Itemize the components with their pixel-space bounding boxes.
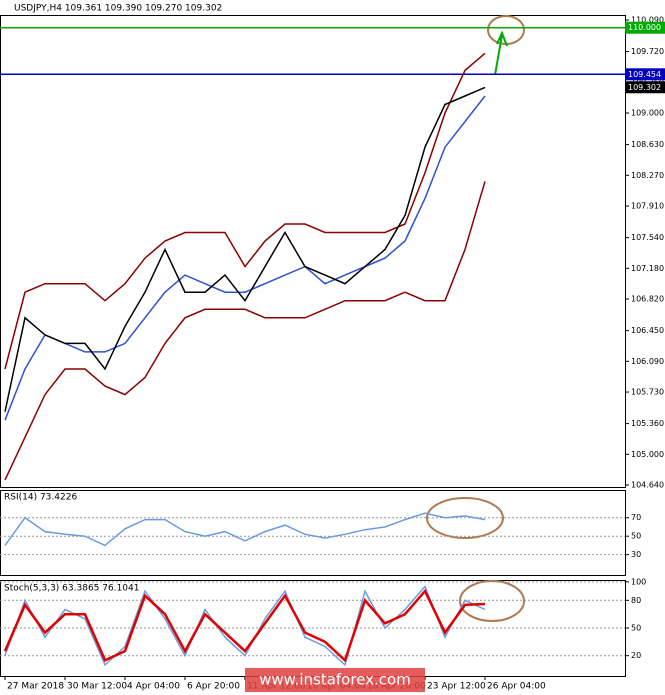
y-tick-label: 50	[631, 532, 641, 541]
y-tick-label: 100	[631, 577, 646, 586]
price-label-box	[625, 68, 665, 81]
price-label: 109.302	[628, 83, 661, 92]
y-tick-label: 107.910	[631, 202, 664, 211]
y-tick-label: 50	[631, 624, 641, 633]
y-tick-label: 106.820	[631, 295, 664, 304]
x-tick-label: 27 Mar 2018	[7, 682, 64, 692]
price-label: 109.454	[628, 70, 661, 79]
y-tick-label: 106.090	[631, 357, 664, 366]
y-tick-label: 108.630	[631, 140, 664, 149]
y-tick-label: 30	[631, 550, 641, 559]
series-line	[4, 52, 486, 370]
annotation-arrow	[494, 30, 508, 76]
series-line	[4, 86, 486, 412]
y-tick-label: 109.720	[631, 47, 664, 56]
series-line	[4, 512, 486, 547]
annotation-ellipse	[459, 580, 525, 622]
price-label: 110.000	[628, 23, 661, 32]
y-tick-label: 20	[631, 651, 641, 660]
rsi-panel	[0, 490, 626, 576]
chart-title: USDJPY,H4 109.361 109.390 109.270 109.30…	[14, 4, 222, 14]
main-panel	[0, 15, 626, 488]
y-tick-label: 109.000	[631, 109, 664, 118]
x-tick-label: 23 Apr 12:00	[427, 682, 486, 692]
stoch-title: Stoch(5,3,3) 63.3865 76.1041	[4, 584, 139, 594]
y-tick-label: 70	[631, 513, 641, 522]
y-tick-label: 106.450	[631, 326, 664, 335]
y-tick-label: 105.730	[631, 388, 664, 397]
y-tick-label: 105.000	[631, 450, 664, 459]
x-tick-label: 6 Apr 20:00	[187, 682, 240, 692]
watermark-box	[245, 668, 425, 692]
annotation-ellipse	[426, 497, 504, 539]
y-tick-label: 80	[631, 596, 641, 605]
series-line	[4, 181, 486, 481]
rsi-title: RSI(14) 73.4226	[4, 493, 77, 503]
x-tick-label: 26 Apr 04:00	[487, 682, 546, 692]
y-tick-label: 107.180	[631, 264, 664, 273]
price-label-box	[625, 21, 665, 34]
x-tick-label: 4 Apr 04:00	[127, 682, 180, 692]
series-line	[4, 585, 486, 667]
y-tick-label: 110.090	[631, 16, 664, 25]
x-tick-label: 30 Mar 12:00	[67, 682, 127, 692]
y-tick-label: 105.360	[631, 419, 664, 428]
y-tick-label: 108.270	[631, 171, 664, 180]
series-line	[3, 588, 486, 663]
price-label-box	[625, 81, 665, 94]
y-tick-label: 104.640	[631, 481, 664, 490]
y-tick-label: 107.540	[631, 233, 664, 242]
watermark: www.instaforex.com	[259, 671, 411, 689]
series-line	[4, 95, 486, 421]
